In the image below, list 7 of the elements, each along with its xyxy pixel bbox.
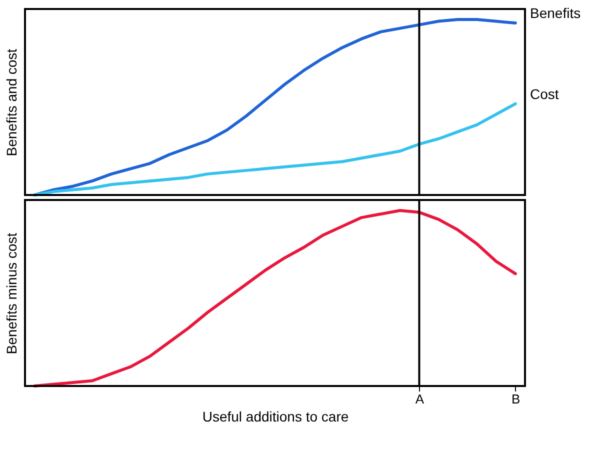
series-label: Cost [530, 86, 559, 102]
y-axis-title: Benefits and cost [4, 48, 20, 156]
x-axis-title: Useful additions to care [202, 408, 349, 424]
y-axis-title: Benefits minus cost [4, 232, 20, 354]
x-tick-label: A [415, 392, 424, 406]
x-tick-label: B [512, 392, 520, 406]
series-label: Benefits [530, 5, 581, 22]
